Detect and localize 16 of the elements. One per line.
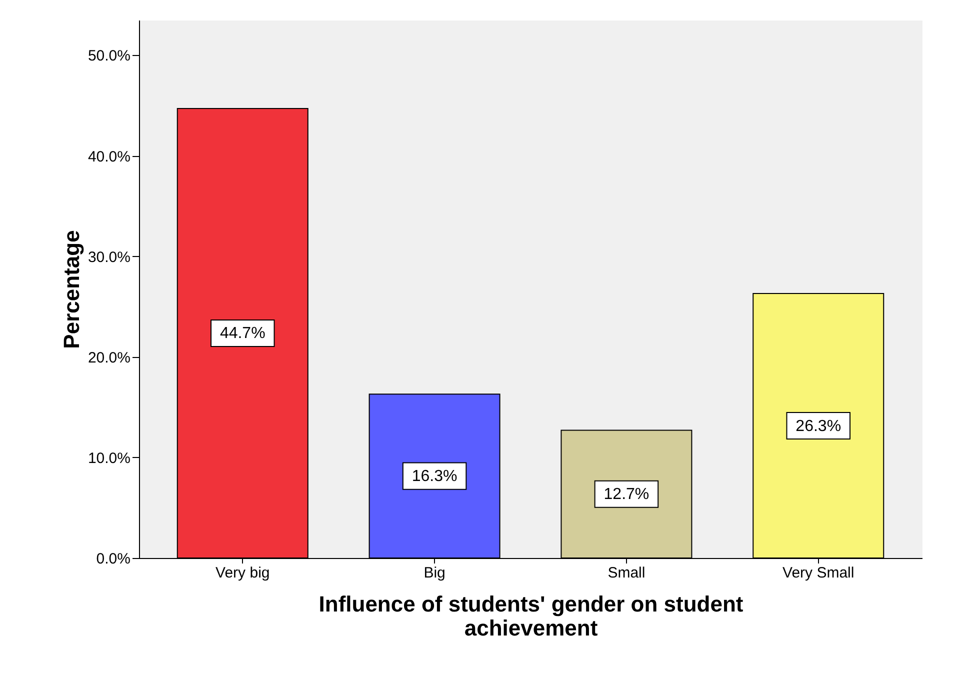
x-tick-label: Small [608,564,646,582]
x-tick-label: Very big [216,564,270,582]
y-tick-label: 30.0% [88,248,130,266]
x-axis-title: Influence of students' gender on student achievement [318,592,744,640]
x-tick-label: Very Small [782,564,854,582]
data-label: 44.7% [220,325,266,342]
data-label: 26.3% [796,418,842,435]
data-label: 12.7% [604,486,650,504]
y-tick-label: 40.0% [88,148,130,166]
y-tick-label: 50.0% [88,48,130,65]
x-tick-label: Big [424,564,446,582]
data-label: 16.3% [412,468,458,486]
y-tick-label: 10.0% [88,450,130,467]
y-axis-title: Percentage [58,230,84,349]
y-tick-label: 20.0% [88,349,130,366]
y-tick-label: 0.0% [96,550,130,568]
